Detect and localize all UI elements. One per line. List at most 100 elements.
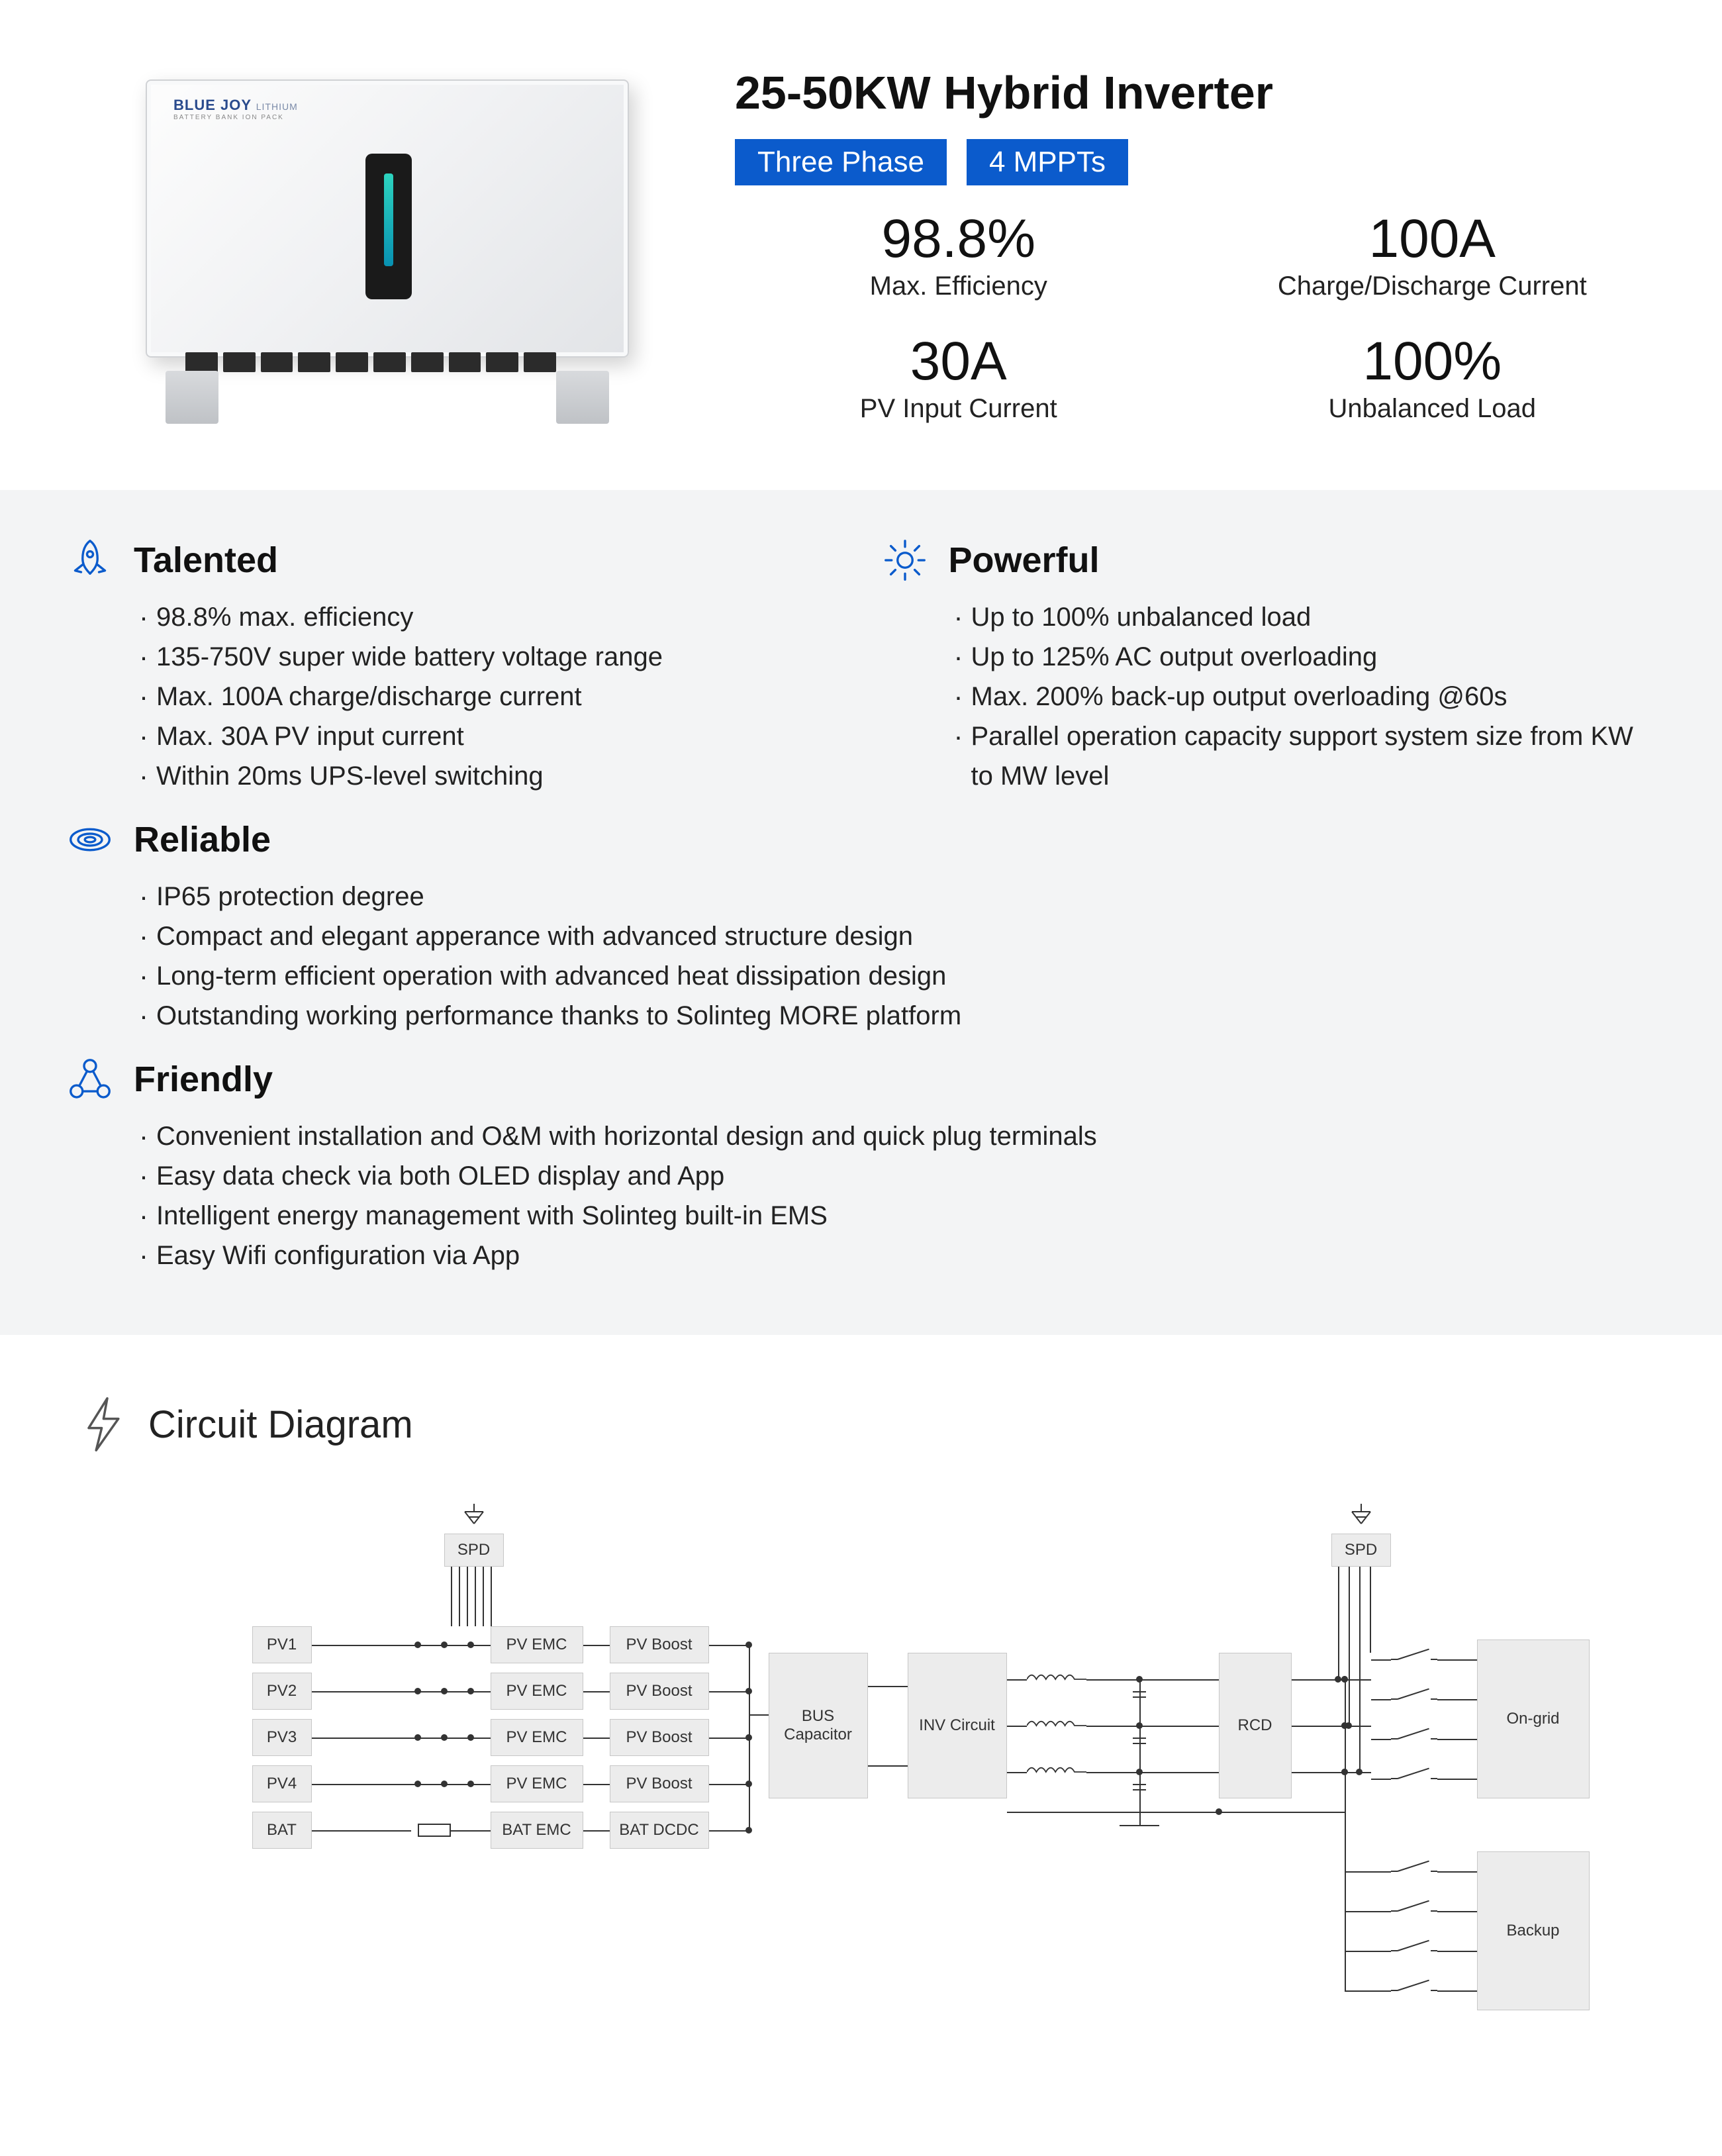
diagram-element — [583, 1784, 610, 1785]
nodes-icon — [66, 1055, 114, 1103]
brand-label: BLUE JOY LITHIUM BATTERY BANK ION PACK — [173, 97, 298, 121]
pv-boost-0: PV Boost — [610, 1626, 709, 1663]
diagram-element — [1391, 1901, 1437, 1921]
feature-friendly: Friendly Convenient installation and O&M… — [66, 1055, 1656, 1275]
diagram-element — [709, 1784, 749, 1785]
feature-item: 98.8% max. efficiency — [139, 597, 841, 637]
feature-item: Intelligent energy management with Solin… — [139, 1196, 1656, 1236]
diagram-element — [1086, 1726, 1139, 1727]
feature-list: 98.8% max. efficiency135-750V super wide… — [66, 597, 841, 796]
stat-label: Max. Efficiency — [735, 271, 1182, 301]
diagram-element — [745, 1781, 752, 1787]
diagram-element — [1391, 1689, 1437, 1709]
diagram-element — [1391, 1861, 1437, 1881]
diagram-element — [1086, 1679, 1139, 1681]
diagram-element — [1348, 1504, 1374, 1530]
inv-circuit: INV Circuit — [908, 1653, 1007, 1798]
input-PV3: PV3 — [252, 1719, 312, 1756]
diagram-element — [1027, 1673, 1086, 1686]
diagram-element — [1437, 1911, 1477, 1912]
feature-list: Convenient installation and O&M with hor… — [66, 1116, 1656, 1275]
feature-title: Talented — [134, 540, 278, 581]
diagram-element — [467, 1567, 468, 1626]
diagram-element — [1345, 1911, 1391, 1912]
spd-left: SPD — [444, 1534, 504, 1567]
diagram-element — [411, 1784, 491, 1785]
spiral-icon — [66, 816, 114, 863]
diagram-element — [583, 1830, 610, 1832]
diagram-element — [451, 1830, 491, 1832]
diagram-element — [1391, 1649, 1437, 1669]
circuit-diagram: PV1PV2PV3PV4BATSPDPV EMCPV BoostPV EMCPV… — [133, 1481, 1590, 2077]
diagram-element — [1007, 1679, 1027, 1681]
stat-value: 98.8% — [735, 212, 1182, 266]
feature-powerful: Powerful Up to 100% unbalanced loadUp to… — [881, 536, 1656, 796]
feature-item: Up to 125% AC output overloading — [954, 637, 1656, 677]
diagram-element — [1338, 1567, 1339, 1679]
diagram-element — [745, 1642, 752, 1648]
diagram-element — [709, 1691, 749, 1692]
feature-item: Max. 30A PV input current — [139, 716, 841, 756]
pv-emc-3: PV EMC — [491, 1765, 583, 1802]
diagram-element — [461, 1504, 487, 1530]
brand-sub: LITHIUM — [256, 101, 298, 112]
diagram-element — [1292, 1772, 1345, 1773]
pv-emc-1: PV EMC — [491, 1673, 583, 1710]
diagram-element — [1371, 1699, 1391, 1700]
diagram-element — [1139, 1772, 1141, 1825]
on-grid: On-grid — [1477, 1640, 1590, 1798]
diagram-element — [1391, 1941, 1437, 1961]
diagram-element — [1370, 1567, 1371, 1653]
inverter-feet — [152, 364, 622, 424]
stats-grid: 98.8% Max. Efficiency 100A Charge/Discha… — [735, 212, 1656, 424]
brand-name: BLUE JOY — [173, 97, 252, 113]
diagram-element — [1437, 1699, 1477, 1700]
diagram-element — [411, 1738, 491, 1739]
hero-info: 25-50KW Hybrid Inverter Three Phase 4 MP… — [735, 53, 1656, 450]
diagram-element — [1133, 1743, 1146, 1744]
feature-title: Reliable — [134, 819, 271, 860]
diagram-element — [583, 1738, 610, 1739]
stat-unbalanced: 100% Unbalanced Load — [1209, 334, 1656, 424]
diagram-element — [1437, 1871, 1477, 1873]
sun-icon — [881, 536, 929, 584]
diagram-element — [483, 1567, 484, 1626]
feature-item: Easy Wifi configuration via App — [139, 1236, 1656, 1275]
pv-emc-0: PV EMC — [491, 1626, 583, 1663]
diagram-element — [1349, 1567, 1350, 1726]
diagram-element — [1027, 1719, 1086, 1732]
diagram-element — [583, 1645, 610, 1646]
diagram-element — [312, 1784, 411, 1785]
pv-boost-1: PV Boost — [610, 1673, 709, 1710]
diagram-element — [1166, 1679, 1219, 1681]
diagram-element — [1292, 1726, 1345, 1727]
input-PV2: PV2 — [252, 1673, 312, 1710]
feature-reliable: Reliable IP65 protection degreeCompact a… — [66, 816, 1656, 1036]
feature-item: Up to 100% unbalanced load — [954, 597, 1656, 637]
rcd: RCD — [1219, 1653, 1292, 1798]
diagram-element — [1166, 1726, 1219, 1727]
diagram-element — [1391, 1769, 1437, 1788]
diagram-element — [709, 1738, 749, 1739]
spd-right: SPD — [1331, 1534, 1391, 1567]
diagram-element — [709, 1645, 749, 1646]
diagram-element — [1335, 1676, 1341, 1683]
bat-emc: BAT EMC — [491, 1812, 583, 1849]
stat-label: Unbalanced Load — [1209, 394, 1656, 424]
feature-item: Convenient installation and O&M with hor… — [139, 1116, 1656, 1156]
stat-value: 30A — [735, 334, 1182, 389]
diagram-element — [1341, 1676, 1348, 1683]
feature-item: Long-term efficient operation with advan… — [139, 956, 1656, 996]
pv-boost-3: PV Boost — [610, 1765, 709, 1802]
feature-item: Within 20ms UPS-level switching — [139, 756, 841, 796]
feature-item: Compact and elegant apperance with advan… — [139, 916, 1656, 956]
feature-talented: Talented 98.8% max. efficiency135-750V s… — [66, 536, 841, 796]
diagram-element — [1166, 1772, 1219, 1773]
brand-tagline: BATTERY BANK ION PACK — [173, 114, 298, 121]
stat-label: Charge/Discharge Current — [1209, 271, 1656, 301]
badge-phase: Three Phase — [735, 139, 947, 185]
diagram-element — [749, 1714, 769, 1716]
pv-boost-2: PV Boost — [610, 1719, 709, 1756]
stat-efficiency: 98.8% Max. Efficiency — [735, 212, 1182, 301]
diagram-element — [1391, 1981, 1437, 2000]
